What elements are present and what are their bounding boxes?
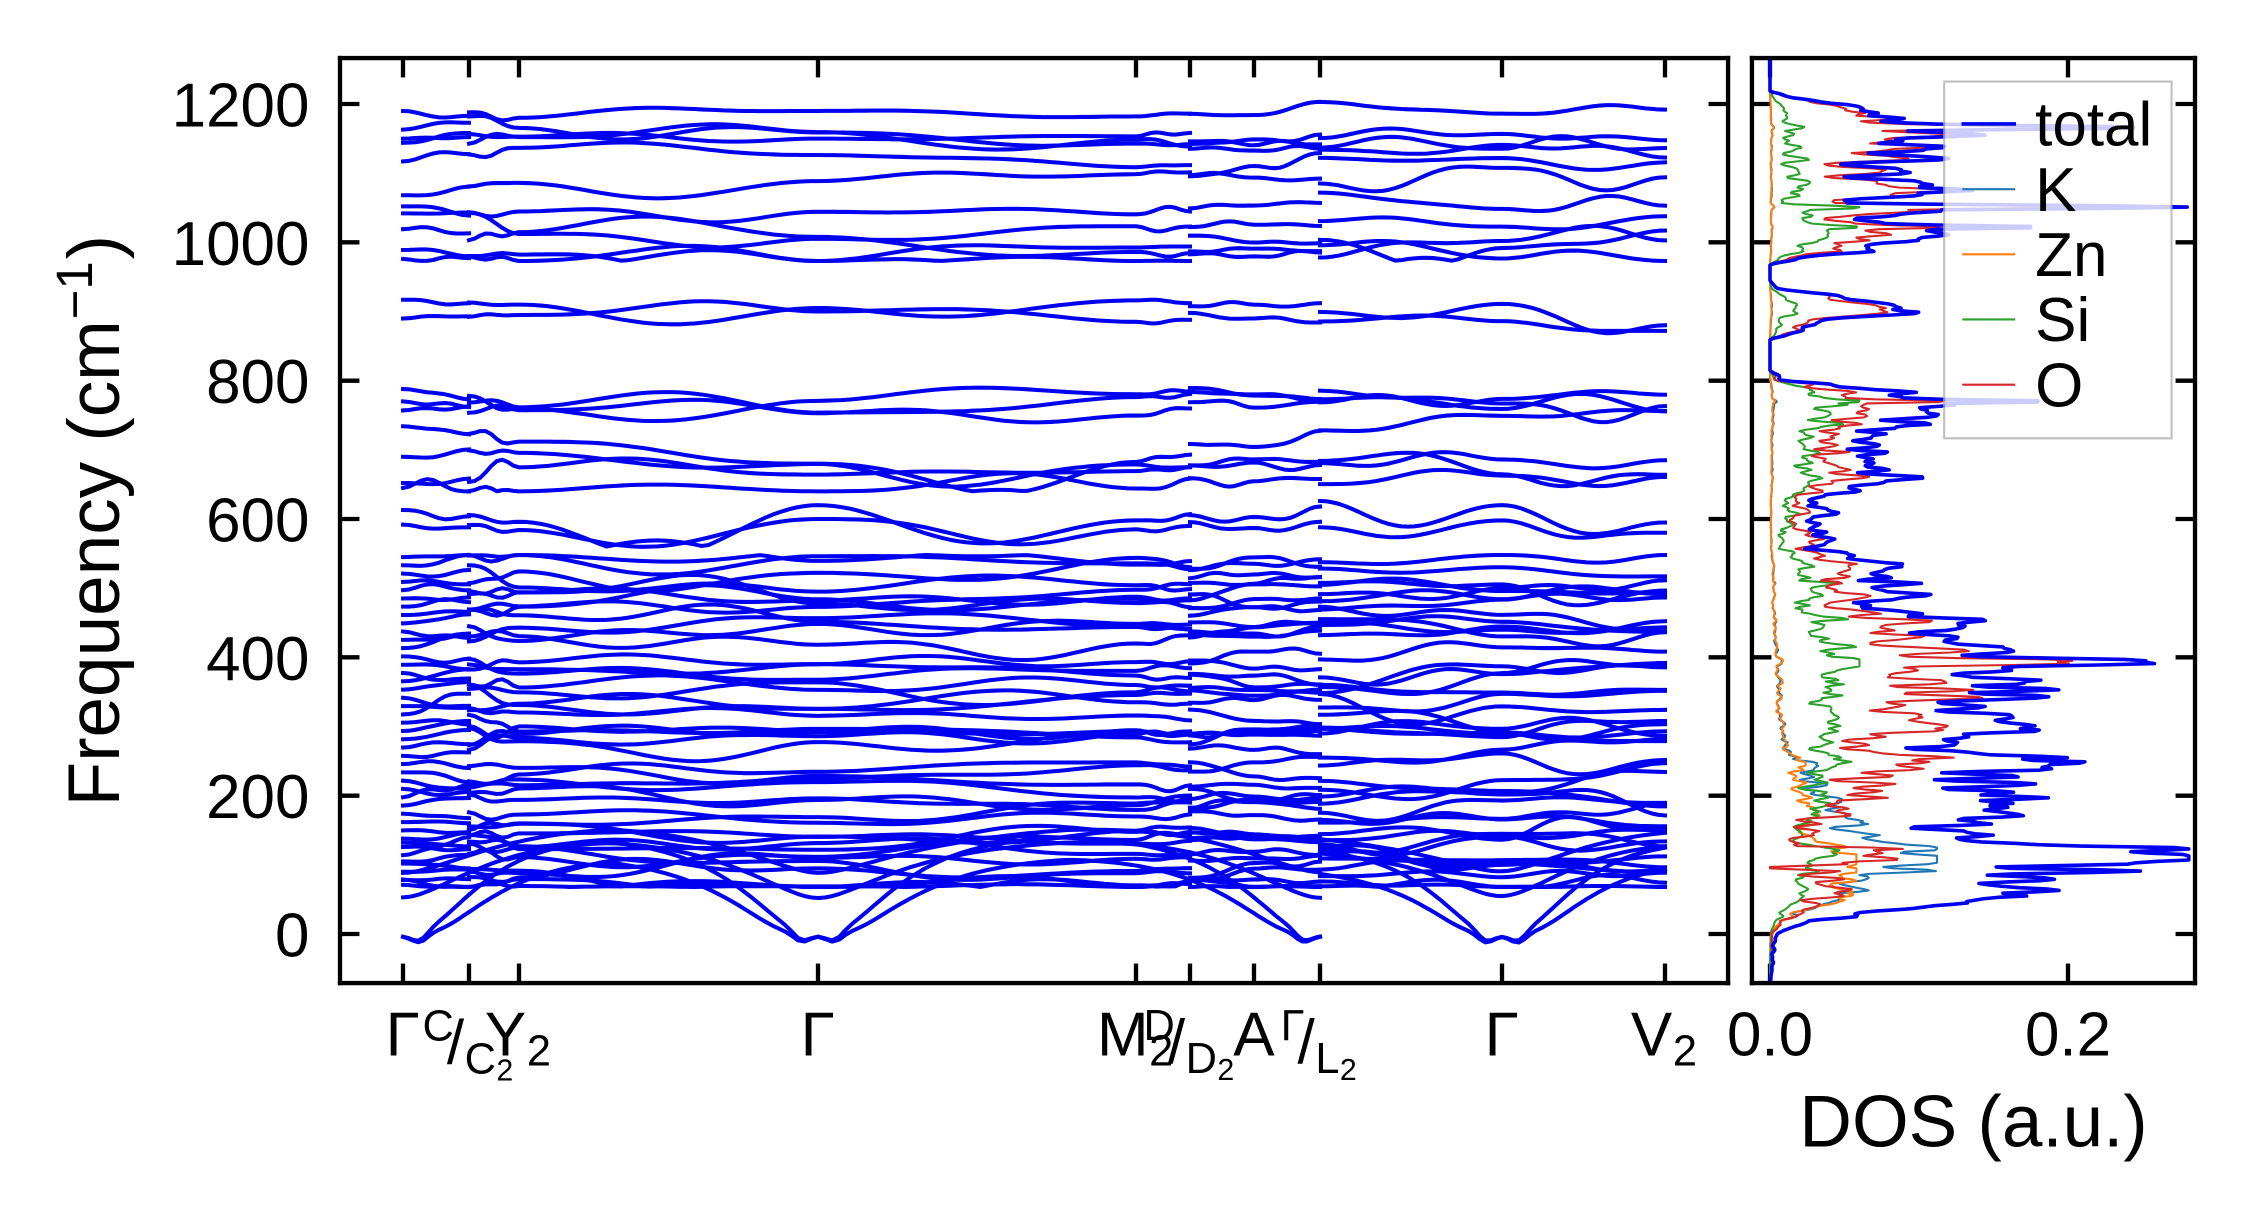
- svg-text:C C / 2: C C / 2: [423, 1002, 514, 1087]
- svg-text:0.2: 0.2: [2025, 1001, 2111, 1070]
- svg-text:O: O: [2035, 351, 2083, 420]
- svg-text:Zn: Zn: [2035, 221, 2107, 290]
- svg-text:K: K: [2035, 156, 2076, 225]
- svg-text:800: 800: [206, 348, 309, 417]
- svg-text:M 2: M 2: [1097, 1001, 1173, 1076]
- svg-text:Γ L / 2: Γ L / 2: [1281, 1002, 1357, 1087]
- svg-text:Γ: Γ: [801, 1001, 835, 1070]
- svg-text:V 2: V 2: [1631, 1001, 1697, 1076]
- svg-text:1000: 1000: [172, 210, 310, 279]
- svg-text:200: 200: [206, 763, 309, 832]
- svg-text:DOS (a.u.): DOS (a.u.): [1799, 1081, 2147, 1162]
- svg-text:Γ: Γ: [386, 1001, 420, 1070]
- svg-text:A: A: [1233, 1001, 1275, 1070]
- svg-text:F r e q u e n c y ( c m ) −: F r e q u e n c y ( c m ) − 1: [46, 229, 135, 807]
- svg-text:1200: 1200: [172, 71, 310, 140]
- svg-text:0.0: 0.0: [1727, 1001, 1813, 1070]
- svg-text:Γ: Γ: [1485, 1001, 1519, 1070]
- svg-text:Y 2: Y 2: [485, 1001, 551, 1076]
- svg-text:Si: Si: [2035, 286, 2090, 355]
- svg-text:400: 400: [206, 625, 309, 694]
- svg-text:total: total: [2035, 91, 2152, 160]
- svg-text:600: 600: [206, 486, 309, 555]
- svg-text:0: 0: [275, 901, 309, 970]
- svg-text:D D / 2: D D / 2: [1144, 1002, 1235, 1087]
